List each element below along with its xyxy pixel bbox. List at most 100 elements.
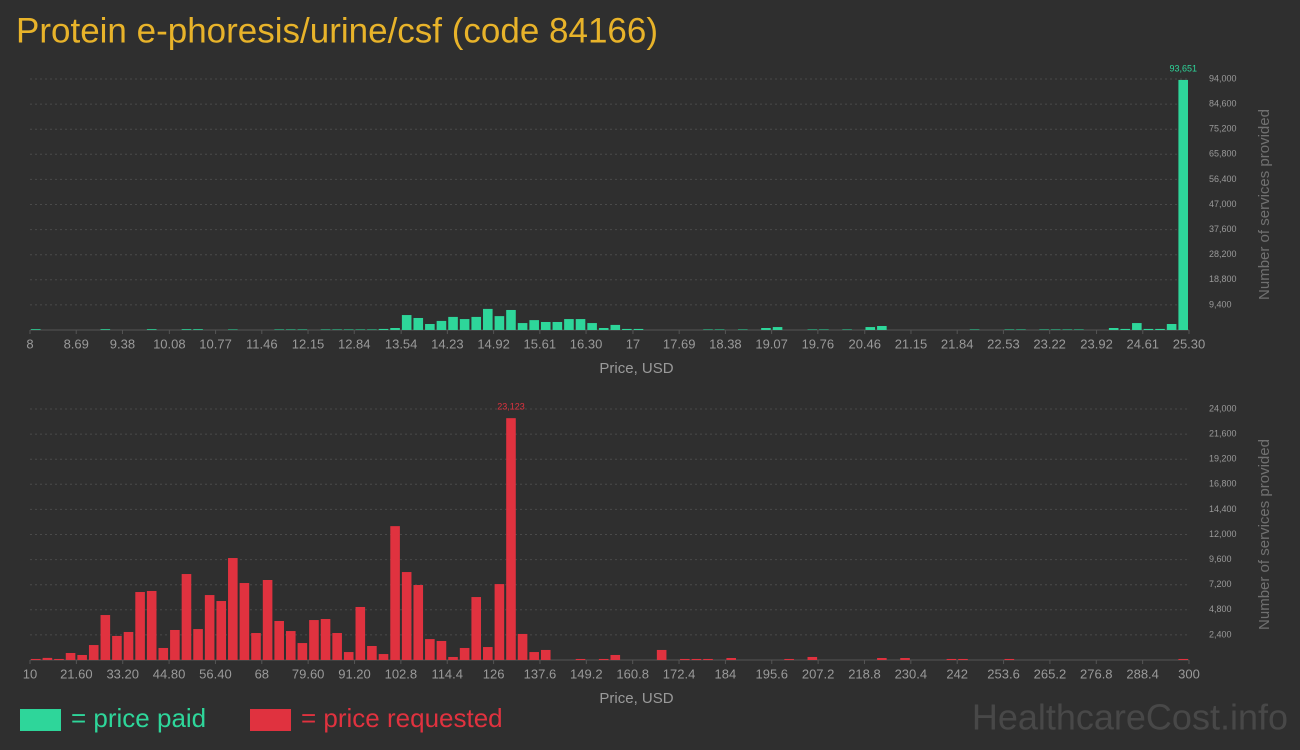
x-tick-label: 24.61 [1127, 336, 1160, 351]
x-tick-label: 288.4 [1126, 666, 1159, 681]
x-tick-label: 149.2 [570, 666, 603, 681]
x-tick-label: 230.4 [895, 666, 928, 681]
bar [1108, 327, 1119, 330]
bar [425, 639, 435, 660]
x-tick-label: 14.92 [477, 336, 510, 351]
bar [320, 329, 331, 330]
x-tick-label: 184 [715, 666, 737, 681]
bar [958, 658, 968, 660]
y-tick-label: 28,200 [1209, 249, 1237, 259]
x-tick-label: 21.60 [60, 666, 93, 681]
bar [714, 329, 725, 330]
bar [413, 317, 424, 330]
bar [471, 597, 482, 660]
bar [471, 316, 482, 330]
x-tick-label: 25.30 [1173, 336, 1206, 351]
y-tick-label: 18,800 [1209, 274, 1237, 284]
x-tick-label: 12.15 [292, 336, 325, 351]
y-tick-label: 4,800 [1209, 604, 1232, 614]
bar [367, 329, 377, 330]
bar [228, 558, 238, 660]
y-tick-label: 7,200 [1209, 579, 1232, 589]
bar [819, 329, 829, 330]
bar [459, 647, 470, 660]
x-tick-label: 10.77 [199, 336, 232, 351]
x-tick-label: 23.22 [1033, 336, 1066, 351]
y-tick-label: 56,400 [1209, 174, 1237, 184]
bar [865, 327, 876, 330]
y-tick-label: 37,600 [1209, 224, 1237, 234]
x-tick-label: 10.08 [153, 336, 186, 351]
bar [31, 329, 41, 330]
y-axis-title: Number of services provided [1256, 109, 1273, 300]
bar [343, 329, 354, 330]
bar [784, 658, 794, 660]
x-tick-label: 195.6 [755, 666, 788, 681]
bar [1004, 658, 1015, 660]
x-tick-label: 8 [26, 336, 33, 351]
bar [332, 329, 342, 330]
x-tick-label: 12.84 [338, 336, 371, 351]
bar [285, 329, 296, 330]
bar [1016, 329, 1026, 330]
bar [262, 579, 273, 660]
bar [181, 574, 192, 660]
bar [483, 308, 493, 330]
bar [343, 652, 354, 660]
y-tick-label: 75,200 [1209, 124, 1237, 134]
bar [517, 323, 528, 330]
x-tick-label: 11.46 [246, 336, 278, 351]
bar [42, 657, 53, 660]
bar [170, 629, 180, 660]
x-tick-label: 44.80 [153, 666, 186, 681]
x-tick-label: 91.20 [338, 666, 371, 681]
bar [401, 315, 412, 330]
bar [285, 631, 296, 660]
x-tick-label: 17 [626, 336, 640, 351]
bar [181, 329, 192, 330]
x-tick-label: 20.46 [848, 336, 881, 351]
bar [691, 658, 702, 660]
bar [146, 590, 157, 660]
bar [656, 649, 667, 660]
bar [378, 328, 389, 330]
bar [401, 572, 412, 660]
x-tick-label: 126 [483, 666, 505, 681]
y-tick-label: 2,400 [1209, 629, 1232, 639]
x-tick-label: 33.20 [106, 666, 139, 681]
bar [703, 658, 713, 660]
y-tick-label: 24,000 [1209, 403, 1237, 413]
page-title: Protein e-phoresis/urine/csf (code 84166… [16, 11, 658, 50]
bar [494, 316, 505, 330]
bar [228, 329, 238, 330]
bar [448, 656, 458, 660]
x-tick-label: 300 [1178, 666, 1200, 681]
x-tick-label: 172.4 [663, 666, 696, 681]
bar [575, 319, 586, 330]
x-tick-label: 16.30 [570, 336, 603, 351]
bar [807, 329, 818, 330]
x-tick-label: 68 [255, 666, 269, 681]
legend-swatch [20, 709, 61, 731]
bar [146, 329, 157, 330]
bar [77, 654, 87, 660]
bar [297, 329, 308, 330]
bar [297, 643, 308, 660]
value-label: 93,651 [1169, 63, 1197, 73]
bar [552, 321, 563, 330]
legend-label: = price requested [301, 703, 503, 733]
bar [135, 592, 145, 660]
bar [726, 658, 736, 660]
x-tick-label: 14.23 [431, 336, 464, 351]
x-tick-label: 102.8 [385, 666, 418, 681]
x-tick-label: 207.2 [802, 666, 835, 681]
bar [193, 629, 203, 660]
x-tick-label: 276.8 [1080, 666, 1113, 681]
y-tick-label: 94,000 [1209, 73, 1237, 83]
bar [946, 658, 957, 660]
bar [772, 327, 783, 330]
bar [123, 631, 134, 660]
bar [529, 652, 539, 660]
bar [622, 328, 632, 330]
x-tick-label: 23.92 [1080, 336, 1113, 351]
